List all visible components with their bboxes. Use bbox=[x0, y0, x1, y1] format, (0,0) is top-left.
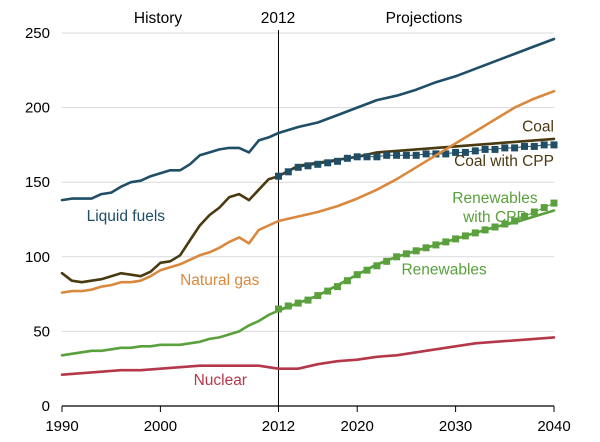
series-coal-with-cpp-point bbox=[501, 144, 509, 152]
series-coal-with-cpp-point bbox=[353, 153, 361, 161]
series-renewables-with-cpp-point bbox=[530, 208, 538, 216]
label-layer: Liquid fuels Coal Coal with CPP Natural gas… bbox=[87, 118, 554, 389]
y-tick-label: 0 bbox=[42, 398, 50, 415]
series-natural-gas-line bbox=[60, 89, 556, 294]
series-label-line: Coal with CPP bbox=[454, 153, 554, 170]
series-coal-with-cpp-point bbox=[530, 142, 538, 150]
x-tick-label: 2020 bbox=[341, 418, 374, 435]
series-liquid-fuels-line bbox=[60, 37, 556, 202]
y-tick-label: 200 bbox=[25, 100, 50, 117]
y-tick-label: 250 bbox=[25, 25, 50, 42]
series-coal-with-cpp-point bbox=[481, 145, 489, 153]
series-coal-with-cpp-point bbox=[284, 168, 292, 176]
series-layer bbox=[60, 37, 558, 377]
grid-layer bbox=[62, 32, 554, 332]
series-coal-with-cpp-point bbox=[324, 159, 332, 167]
series-label-line: Nuclear bbox=[194, 372, 247, 389]
series-coal-with-cpp-point bbox=[422, 150, 430, 158]
series-coal-with-cpp-point bbox=[521, 142, 528, 150]
series-coal-line bbox=[60, 137, 556, 284]
series-label-natural-gas: Natural gas bbox=[180, 272, 260, 289]
series-renewables-with-cpp-point bbox=[521, 213, 528, 220]
series-coal-with-cpp-point bbox=[373, 153, 381, 161]
series-label-coal-with-cpp: Coal with CPP bbox=[454, 153, 554, 170]
series-renewables-with-cpp-point bbox=[334, 283, 341, 291]
series-coal-with-cpp-point bbox=[412, 151, 420, 159]
series-coal-with-cpp-point bbox=[343, 154, 351, 162]
x-tick-label: 2030 bbox=[439, 418, 472, 435]
y-tick-label: 150 bbox=[25, 174, 50, 191]
series-label-line: with CPP bbox=[462, 209, 527, 226]
series-coal-with-cpp-point bbox=[304, 162, 312, 170]
axis-layer: 0 50 100 150 200 250 1990 2000 2012 2020 2030 2040 bbox=[25, 25, 571, 435]
series-renewables-with-cpp-point bbox=[511, 217, 519, 225]
series-label-renewables-with-cpp: Renewables with CPP bbox=[452, 190, 538, 226]
series-coal-with-cpp-point bbox=[511, 144, 519, 152]
series-label-renewables: Renewables bbox=[401, 262, 487, 279]
x-tick-label: 2040 bbox=[537, 418, 570, 435]
series-renewables-with-cpp-point bbox=[275, 305, 282, 313]
series-coal-with-cpp-point bbox=[363, 153, 371, 161]
series-label-line: Renewables bbox=[401, 262, 487, 279]
series-label-nuclear: Nuclear bbox=[194, 372, 247, 389]
series-coal-with-cpp-point bbox=[461, 148, 469, 156]
series-renewables-with-cpp-point bbox=[550, 199, 558, 207]
y-tick-label: 50 bbox=[33, 323, 50, 340]
header-projections: Projections bbox=[386, 10, 463, 27]
series-coal-with-cpp-markers bbox=[275, 141, 558, 180]
y-tick-label: 100 bbox=[25, 249, 50, 266]
series-coal-with-cpp-point bbox=[491, 145, 499, 153]
series-coal-with-cpp-point bbox=[452, 148, 460, 156]
series-label-line: Coal bbox=[522, 118, 554, 135]
series-coal-with-cpp-point bbox=[550, 141, 558, 149]
series-coal-with-cpp-point bbox=[442, 150, 450, 158]
series-label-line: Liquid fuels bbox=[87, 208, 166, 225]
series-coal-with-cpp-point bbox=[383, 151, 391, 159]
series-coal-with-cpp-point bbox=[275, 172, 282, 180]
series-label-line: Renewables bbox=[452, 190, 538, 207]
series-coal-with-cpp-point bbox=[393, 151, 401, 159]
series-coal-with-cpp-point bbox=[294, 163, 302, 171]
series-renewables-with-cpp-point bbox=[373, 262, 381, 270]
series-coal-with-cpp-point bbox=[314, 160, 322, 168]
x-tick-label: 1990 bbox=[45, 418, 78, 435]
series-renewables-with-cpp-point bbox=[540, 204, 548, 212]
header-split-year: 2012 bbox=[261, 10, 295, 27]
series-renewables-line bbox=[60, 209, 556, 357]
series-coal-with-cpp-point bbox=[540, 141, 548, 149]
x-tick-label: 2000 bbox=[144, 418, 177, 435]
series-coal-with-cpp-point bbox=[402, 151, 410, 159]
x-tick-label: 2012 bbox=[262, 418, 295, 435]
series-coal-with-cpp-point bbox=[334, 157, 341, 165]
series-nuclear-line bbox=[60, 336, 556, 377]
series-label-liquid-fuels: Liquid fuels bbox=[87, 208, 166, 225]
series-label-line: Natural gas bbox=[180, 272, 260, 289]
header-history: History bbox=[134, 10, 182, 27]
series-coal-with-cpp-point bbox=[471, 147, 479, 155]
series-label-coal: Coal bbox=[522, 118, 554, 135]
